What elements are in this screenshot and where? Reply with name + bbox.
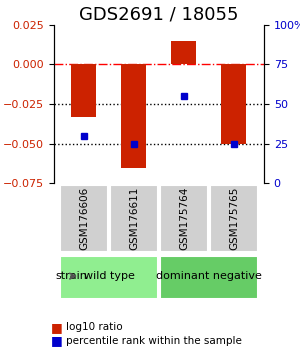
FancyBboxPatch shape bbox=[60, 185, 108, 252]
Bar bbox=[71, 64, 97, 117]
Text: log10 ratio: log10 ratio bbox=[66, 322, 123, 332]
Text: GSM175765: GSM175765 bbox=[229, 187, 239, 250]
Bar bbox=[172, 41, 197, 64]
Text: wild type: wild type bbox=[84, 271, 134, 281]
FancyBboxPatch shape bbox=[160, 256, 258, 298]
Text: strain: strain bbox=[55, 271, 87, 281]
FancyBboxPatch shape bbox=[210, 185, 258, 252]
Bar bbox=[221, 64, 247, 144]
Text: GSM175764: GSM175764 bbox=[179, 187, 189, 250]
Text: GSM176606: GSM176606 bbox=[79, 187, 89, 250]
Text: percentile rank within the sample: percentile rank within the sample bbox=[66, 336, 242, 346]
FancyBboxPatch shape bbox=[160, 185, 208, 252]
Text: dominant negative: dominant negative bbox=[156, 271, 262, 281]
Text: ■: ■ bbox=[51, 334, 63, 347]
Text: GSM176611: GSM176611 bbox=[129, 187, 139, 250]
Text: ■: ■ bbox=[51, 321, 63, 334]
FancyBboxPatch shape bbox=[110, 185, 158, 252]
FancyBboxPatch shape bbox=[60, 256, 158, 298]
Title: GDS2691 / 18055: GDS2691 / 18055 bbox=[79, 5, 239, 23]
Bar bbox=[122, 64, 146, 167]
